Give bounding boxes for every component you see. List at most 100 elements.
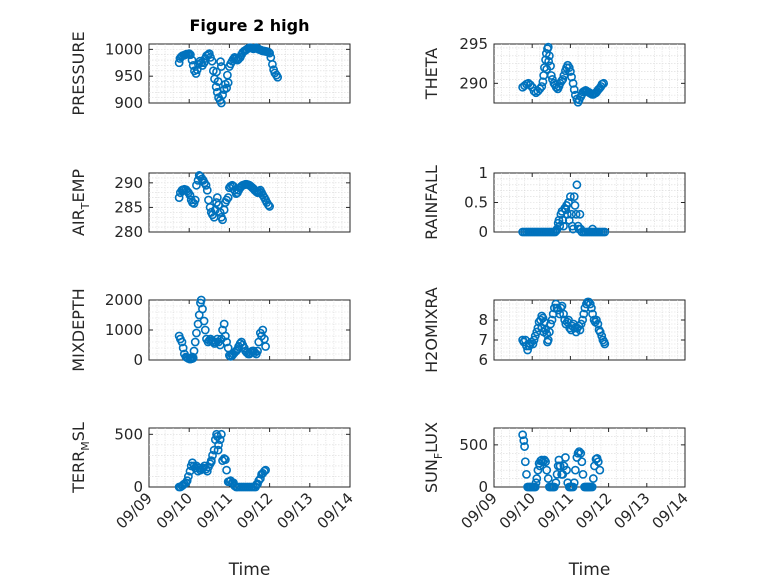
data-point — [259, 466, 269, 476]
data-point — [202, 185, 212, 195]
y-axis-label-mixdepth: MIXDEPTH — [69, 288, 88, 371]
data-point — [532, 474, 542, 483]
data-point — [578, 315, 588, 325]
data-point — [533, 323, 543, 333]
data-point — [552, 469, 562, 479]
data-point — [578, 469, 588, 479]
data-point — [261, 465, 270, 475]
data-point — [265, 202, 274, 211]
y-axis-label-terr_msl: TERRMSL — [69, 422, 92, 494]
data-point — [575, 209, 585, 219]
data-point — [569, 85, 579, 95]
data-point — [559, 221, 568, 231]
data-point — [588, 309, 597, 319]
data-point — [539, 327, 549, 337]
data-point — [192, 65, 202, 75]
y-label-part: SUN — [422, 459, 441, 493]
data-point — [174, 193, 184, 202]
data-point — [190, 337, 200, 347]
x-tick-label: 09/12 — [572, 489, 615, 532]
chart-title: Figure 2 high — [190, 16, 310, 35]
data-point — [214, 440, 223, 450]
data-point — [547, 315, 557, 325]
data-point — [273, 72, 283, 82]
data-point — [549, 482, 559, 492]
y-tick-label: 0 — [133, 351, 143, 369]
data-point — [222, 337, 231, 347]
data-point — [219, 454, 229, 463]
data-point — [182, 476, 192, 486]
data-point — [557, 301, 567, 311]
data-point — [255, 474, 265, 483]
y-tick-label: 0.5 — [464, 194, 488, 212]
data-point — [544, 51, 554, 61]
data-point — [185, 190, 195, 200]
y-tick-label: 290 — [459, 74, 488, 92]
data-point — [566, 67, 575, 76]
data-point — [206, 457, 216, 467]
data-point — [543, 42, 553, 52]
axes-box-terr_msl — [148, 427, 351, 488]
panel-h2omixra: 6 7 8 H2OMIXRA — [422, 287, 686, 373]
data-point — [542, 64, 552, 74]
data-point — [577, 457, 587, 467]
y-tick-label: 6 — [478, 351, 488, 369]
data-point — [222, 83, 231, 93]
y-tick-label: 2000 — [105, 291, 143, 309]
data-point — [537, 82, 547, 91]
data-point — [568, 482, 578, 492]
data-point — [216, 429, 226, 439]
panel-rainfall: 0 0.5 1 RAINFALL — [422, 164, 686, 241]
data-point — [559, 309, 568, 319]
y-label-subscript: M — [79, 441, 92, 451]
data-point — [191, 69, 201, 78]
data-point — [265, 48, 274, 58]
data-point — [231, 346, 241, 356]
data-point — [576, 448, 586, 458]
data-point — [258, 325, 268, 335]
y-tick-label: 7 — [478, 331, 488, 349]
y-axis-label-air_temp: AIRTEMP — [69, 169, 92, 236]
data-point — [188, 353, 198, 363]
y-tick-label: 950 — [114, 67, 143, 85]
data-point — [268, 59, 277, 69]
data-point — [207, 56, 217, 66]
data-point — [587, 303, 596, 313]
x-tick-label: 09/10 — [496, 489, 539, 532]
y-tick-label: 8 — [478, 311, 488, 329]
data-point — [569, 478, 579, 488]
data-point — [562, 465, 571, 475]
y-tick-label: 1000 — [105, 40, 143, 58]
x-tick-label: 09/13 — [610, 489, 653, 532]
data-point — [558, 75, 568, 84]
data-point — [574, 321, 584, 331]
data-point — [178, 343, 188, 353]
data-point — [567, 209, 576, 219]
x-tick-label: 09/14 — [314, 489, 357, 532]
x-tick-label: 09/10 — [153, 489, 196, 532]
y-label-part: LUX — [422, 422, 441, 453]
data-point — [566, 192, 575, 201]
axes-box-h2omixra — [493, 299, 686, 361]
data-point — [544, 327, 554, 337]
data-point — [220, 331, 230, 341]
y-tick-label: 295 — [459, 35, 488, 53]
data-point — [572, 180, 582, 190]
data-point — [538, 77, 548, 87]
y-tick-label: 1000 — [105, 321, 143, 339]
data-point — [528, 339, 538, 349]
data-point — [520, 442, 529, 451]
y-tick-label: 500 — [459, 436, 488, 454]
data-point — [522, 469, 531, 479]
data-point — [216, 98, 226, 108]
data-point — [190, 195, 200, 205]
data-point — [538, 313, 548, 323]
data-point — [588, 474, 598, 483]
data-point — [213, 77, 223, 86]
y-axis-label-pressure: PRESSURE — [69, 31, 88, 115]
data-point — [530, 482, 540, 492]
data-point — [219, 319, 229, 329]
data-point — [544, 56, 554, 66]
data-point — [519, 436, 529, 446]
